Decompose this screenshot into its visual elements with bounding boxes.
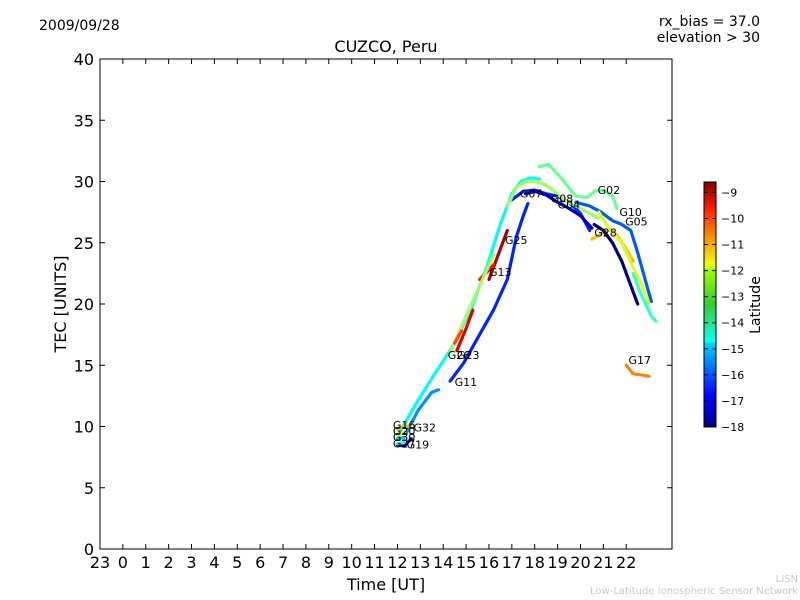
sat-label-g28: G28 (594, 227, 617, 240)
x-tick-label: 15 (456, 553, 476, 572)
sat-label-g25: G25 (505, 234, 528, 247)
colorbar-tick-label: −18 (721, 421, 744, 434)
colorbar-tick-label: −13 (721, 291, 744, 304)
x-tick-label: 10 (342, 553, 362, 572)
rx-bias-label: rx_bias = 37.0 (658, 14, 760, 30)
credit-line-1: LISN (775, 574, 798, 585)
elevation-label: elevation > 30 (656, 30, 760, 46)
y-axis-label: TEC [UNITS] (51, 256, 70, 354)
x-tick-label: 13 (410, 553, 430, 572)
y-tick-label: 40 (74, 50, 94, 69)
trace-g19 (395, 437, 413, 448)
y-tick-label: 30 (74, 173, 94, 192)
x-tick-label: 3 (186, 553, 196, 572)
sat-label-g10: G10 (619, 206, 642, 219)
x-tick-label: 19 (547, 553, 567, 572)
x-tick-label: 14 (433, 553, 453, 572)
credit-line-2: Low-Latitude Ionospheric Sensor Network (590, 586, 798, 597)
colorbar-label: Latitude (748, 276, 764, 334)
sat-label-g26: G26 (448, 349, 471, 362)
sat-label-g19: G19 (407, 439, 430, 452)
x-tick-label: 1 (141, 553, 151, 572)
trace-g29 (631, 271, 658, 323)
trace-g05 (592, 222, 640, 306)
trace-g27 (395, 440, 406, 446)
date-label: 2009/09/28 (39, 18, 120, 34)
y-tick-label: 5 (84, 479, 94, 498)
y-tick-label: 15 (74, 356, 94, 375)
x-tick-label: 17 (502, 553, 522, 572)
trace-g17 (624, 363, 651, 378)
trace-g21 (505, 179, 601, 220)
trace-g16 (395, 423, 413, 431)
x-tick-label: 6 (255, 553, 265, 572)
x-tick-label: 4 (209, 553, 219, 572)
sat-label-g16: G16 (393, 419, 416, 432)
sat-label-g30: G30 (393, 431, 416, 444)
x-tick-label: 0 (118, 553, 128, 572)
colorbar-tick-label: −14 (721, 317, 744, 330)
x-axis-label: Time [UT] (346, 575, 425, 594)
x-tick-label: 7 (278, 553, 288, 572)
sat-label-g20: G20 (393, 425, 416, 438)
trace-g23 (455, 308, 475, 353)
sat-label-g08: G08 (551, 192, 574, 205)
sat-label-g13: G13 (489, 266, 512, 279)
trace-g11 (448, 202, 530, 383)
plot-frame (99, 58, 673, 550)
x-tick-label: 11 (364, 553, 384, 572)
x-tick-label: 20 (570, 553, 590, 572)
colorbar-tick-label: −17 (721, 395, 744, 408)
sat-label-g02: G02 (598, 184, 621, 197)
chart-title: CUZCO, Peru (334, 37, 437, 56)
y-tick-label: 25 (74, 234, 94, 253)
trace-g24 (597, 210, 651, 306)
colorbar-tick-label: −16 (721, 369, 744, 382)
sat-label-g04: G04 (558, 198, 581, 211)
y-tick-label: 20 (74, 295, 94, 314)
x-tick-label: 5 (232, 553, 242, 572)
trace-g25 (487, 228, 509, 282)
sat-label-g27: G27 (393, 437, 416, 450)
colorbar-tick-label: −11 (721, 239, 744, 252)
trace-g02 (537, 162, 619, 210)
sat-label-g11: G11 (455, 376, 478, 389)
x-tick-label: 8 (301, 553, 311, 572)
y-tick-label: 0 (84, 540, 94, 559)
y-tick-label: 35 (74, 111, 94, 130)
colorbar: −9 −10 −11 −12 −13 −14 −15 −16 −17 −18 (703, 181, 744, 434)
x-tick-label: 16 (479, 553, 499, 572)
x-tick-label: 21 (593, 553, 613, 572)
sat-label-g17: G17 (629, 354, 652, 367)
x-tick-label: 18 (525, 553, 545, 572)
trace-g30 (395, 435, 406, 441)
trace-g31 (453, 329, 464, 345)
x-tick-label: 9 (324, 553, 334, 572)
y-tick-label: 10 (74, 418, 94, 437)
colorbar-tick-label: −15 (721, 343, 744, 356)
colorbar-tick-label: −10 (721, 212, 744, 225)
colorbar-tick-label: −12 (721, 265, 744, 278)
x-tick-label: 23 (90, 553, 110, 572)
trace-g10 (574, 200, 654, 304)
trace-g20 (395, 431, 406, 437)
trace-g04 (523, 189, 594, 230)
x-tick-label: 22 (616, 553, 636, 572)
sat-label-g32: G32 (413, 421, 436, 434)
x-tick-label: 12 (387, 553, 407, 572)
sat-label-g07: G07 (520, 187, 543, 200)
sat-label-g05: G05 (625, 216, 648, 229)
trace-g32 (405, 388, 441, 435)
x-tick-label: 2 (164, 553, 174, 572)
sat-label-g23: G23 (457, 349, 480, 362)
colorbar-tick-label: −9 (721, 186, 737, 199)
credit-footer: LISN Low-Latitude Ionospheric Sensor Net… (590, 574, 798, 598)
trace-g08 (510, 188, 592, 233)
